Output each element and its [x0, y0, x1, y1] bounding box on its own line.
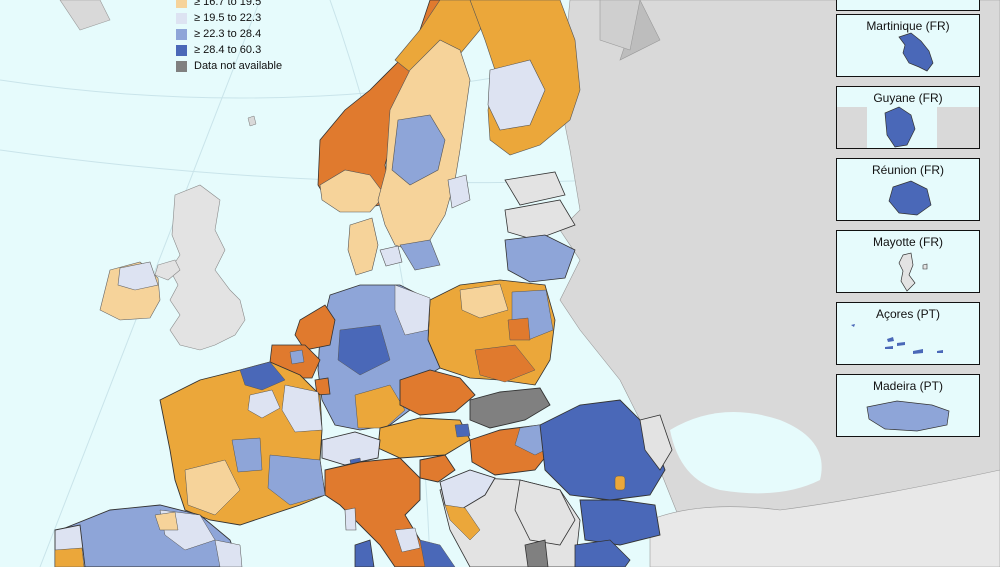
inset-label: Açores (PT) [875, 307, 940, 321]
croatia-coast-region [444, 504, 481, 541]
denmark-east-region [379, 245, 403, 267]
austria-region [377, 417, 471, 459]
bulgaria-region [579, 499, 661, 546]
uk-region [154, 184, 246, 351]
sweden-stockholm-region [447, 174, 471, 209]
slovakia-region [469, 387, 551, 429]
legend-swatch [176, 44, 187, 56]
slovenia-region [419, 454, 456, 483]
france-east-region [281, 384, 323, 433]
inset-reunion: Réunion (FR) [836, 158, 980, 221]
inset-acores: Açores (PT) [836, 302, 980, 365]
legend-swatch [176, 0, 187, 8]
france-central-region [231, 437, 263, 473]
germany-central-region [337, 324, 391, 376]
latvia-region [504, 199, 576, 241]
martinique-shape [898, 32, 934, 72]
austria-vienna-region [454, 423, 471, 438]
portugal-south-region [54, 547, 85, 567]
corsica-region [344, 507, 357, 531]
legend-item: ≥ 22.3 to 28.4 [176, 26, 316, 42]
reunion-shape [888, 180, 932, 216]
legend-item: ≥ 28.4 to 60.3 [176, 42, 316, 58]
france-southwest-region [184, 459, 241, 516]
finland-south-region [487, 59, 546, 131]
belgium-brussels-region [289, 349, 305, 365]
france-southeast-region [267, 454, 326, 506]
inset-martinique: Martinique (FR) [836, 14, 980, 77]
poland-central-region [507, 317, 531, 341]
poland-north-region [459, 283, 509, 319]
inset-mayotte: Mayotte (FR) [836, 230, 980, 293]
france-north-region [239, 361, 286, 391]
legend-item: ≥ 19.5 to 22.3 [176, 10, 316, 26]
inset-label: Mayotte (FR) [872, 235, 943, 249]
serbia-region [514, 479, 576, 546]
ireland-north-region [117, 261, 159, 291]
switzerland-region [321, 431, 381, 466]
greece-region [574, 539, 631, 567]
luxembourg-region [314, 377, 331, 396]
spain-catalonia-region [214, 539, 243, 567]
inset-madeira: Madeira (PT) [836, 374, 980, 437]
estonia-region [504, 171, 566, 206]
acores-shape [851, 324, 943, 354]
sweden-south-region [399, 239, 441, 271]
legend-label: ≥ 22.3 to 28.4 [194, 28, 262, 40]
romania-bucharest-region [614, 475, 626, 491]
guyane-shape [837, 106, 979, 148]
sardinia-region [354, 539, 375, 567]
inset-label: Réunion (FR) [871, 163, 945, 177]
germany-northeast-region [394, 284, 431, 336]
moldova-region [639, 414, 673, 471]
map-legend: ≥ 16.7 to 19.5 ≥ 19.5 to 22.3 ≥ 22.3 to … [176, 0, 316, 74]
legend-item: ≥ 16.7 to 19.5 [176, 0, 316, 10]
montenegro-region [524, 539, 549, 567]
legend-item: Data not available [176, 58, 316, 74]
sweden-mid-region [391, 114, 446, 186]
italy-lazio-region [394, 527, 421, 553]
legend-label: Data not available [194, 60, 283, 72]
france-paris-region [247, 389, 281, 419]
netherlands-region [294, 304, 336, 351]
poland-south-region [474, 344, 536, 383]
italy-south-region [419, 539, 456, 567]
legend-swatch [176, 28, 187, 40]
inset-label: Guyane (FR) [873, 91, 943, 105]
legend-label: ≥ 28.4 to 60.3 [194, 44, 262, 56]
denmark-region [347, 217, 379, 276]
germany-south-region [354, 384, 406, 429]
madeira-shape [866, 400, 950, 432]
faroe-islands [247, 115, 257, 127]
legend-swatch [176, 12, 187, 24]
romania-region [539, 399, 666, 501]
turkey-region [649, 469, 1000, 567]
inset-partial-top [836, 0, 980, 11]
inset-label: Madeira (PT) [872, 379, 943, 393]
inset-label: Martinique (FR) [866, 19, 950, 33]
black-sea [670, 412, 822, 494]
legend-label: ≥ 16.7 to 19.5 [194, 0, 262, 8]
lithuania-region [504, 234, 576, 283]
legend-swatch [176, 60, 187, 72]
czechia-region [399, 369, 476, 416]
spain-basque-region [154, 511, 179, 531]
mayotte-shape [898, 252, 928, 292]
inset-guyane: Guyane (FR) [836, 86, 980, 149]
norway-south-region [319, 169, 386, 213]
legend-label: ≥ 19.5 to 22.3 [194, 12, 262, 24]
